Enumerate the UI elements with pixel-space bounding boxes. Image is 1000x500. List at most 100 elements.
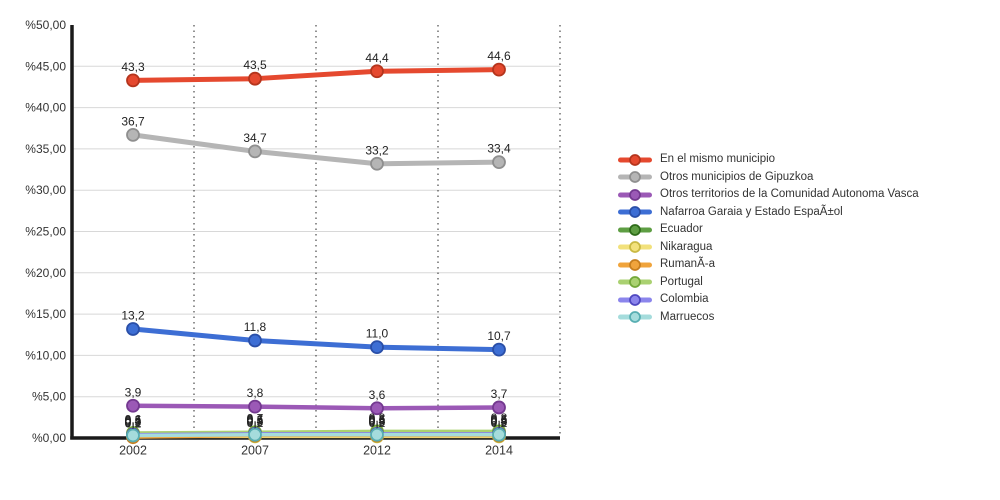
legend-swatch-icon (618, 153, 652, 166)
data-label-ecuador: 0,6 (491, 413, 508, 427)
series-marker-en-el-mismo-municipio (370, 64, 384, 79)
legend-label: Ecuador (660, 223, 703, 235)
data-label-ruman-a: 0,3 (491, 415, 508, 429)
legend-label: En el mismo municipio (660, 153, 776, 165)
data-label-otros-municipios-de-gipuzkoa: 36,7 (121, 114, 145, 128)
data-label-nikaragua: 0,2 (491, 416, 508, 430)
data-label-otros-territorios-de-la-comunidad-autonoma-vasca: 3,7 (491, 387, 508, 401)
y-tick-label: %45,00 (25, 59, 66, 73)
legend-label: RumanÃ-a (660, 258, 715, 270)
series-line-en-el-mismo-municipio (130, 67, 502, 83)
series-marker-en-el-mismo-municipio (126, 73, 140, 88)
y-tick-label: %15,00 (25, 307, 66, 321)
series-marker-marruecos (370, 427, 384, 442)
series-marker-otros-territorios-de-la-comunidad-autonoma-vasca (492, 400, 506, 415)
data-label-ecuador: 0,5 (125, 413, 142, 427)
data-label-portugal: 0,8 (369, 411, 386, 425)
series-marker-otros-municipios-de-gipuzkoa (126, 127, 140, 142)
legend-item-en-el-mismo-municipio: En el mismo municipio (618, 151, 919, 169)
data-label-nafarroa-garaia-y-estado-espa-ol: 13,2 (121, 308, 145, 322)
series-marker-marruecos (248, 427, 262, 442)
data-label-marruecos: 0,4 (491, 414, 508, 428)
data-label-colombia: 0,5 (369, 413, 386, 427)
legend-label: Nikaragua (660, 240, 713, 253)
legend-item-nafarroa-garaia-y-estado-espa-ol: Nafarroa Garaia y Estado EspaÃ±ol (618, 204, 919, 222)
legend-label: Portugal (660, 275, 703, 288)
series-line-otros-territorios-de-la-comunidad-autonoma-vasca (130, 403, 502, 411)
data-label-en-el-mismo-municipio: 44,4 (365, 51, 389, 65)
legend-swatch-icon (618, 311, 652, 324)
legend-swatch-icon (618, 276, 652, 289)
data-label-ecuador: 0,6 (369, 413, 386, 427)
series-marker-otros-territorios-de-la-comunidad-autonoma-vasca (370, 401, 384, 416)
data-label-nafarroa-garaia-y-estado-espa-ol: 11,8 (244, 320, 267, 334)
x-tick-label: 2007 (241, 444, 269, 458)
legend-swatch-icon (618, 293, 652, 306)
data-label-marruecos: 0,4 (369, 414, 386, 428)
y-tick-label: %35,00 (25, 142, 66, 156)
legend-swatch-icon (618, 206, 652, 219)
data-label-marruecos: 0,4 (247, 414, 264, 428)
series-marker-en-el-mismo-municipio (248, 71, 262, 86)
x-tick-label: 2012 (363, 444, 391, 458)
y-tick-label: %10,00 (25, 348, 66, 362)
data-label-ruman-a: 0,3 (247, 415, 264, 429)
series-marker-en-el-mismo-municipio (492, 62, 506, 77)
y-tick-label: %5,00 (32, 390, 66, 404)
legend-label: Otros territorios de la Comunidad Autono… (660, 188, 919, 200)
series-marker-otros-municipios-de-gipuzkoa (370, 156, 384, 171)
legend-swatch-icon (618, 188, 652, 201)
series-line-marruecos (131, 432, 501, 438)
legend-label: Nafarroa Garaia y Estado EspaÃ±ol (660, 205, 843, 218)
series-line-otros-municipios-de-gipuzkoa (130, 132, 502, 167)
y-tick-label: %25,00 (25, 225, 66, 239)
data-label-nikaragua: 0,2 (369, 416, 386, 430)
y-tick-label: %50,00 (25, 18, 66, 32)
legend-item-nikaragua: Nikaragua (618, 239, 919, 257)
data-label-portugal: 0,6 (125, 413, 142, 427)
data-label-portugal: 0,8 (491, 411, 508, 425)
legend-label: Colombia (660, 293, 709, 305)
legend-item-otros-territorios-de-la-comunidad-autonoma-vasca: Otros territorios de la Comunidad Autono… (618, 186, 919, 204)
series-marker-nafarroa-garaia-y-estado-espa-ol (126, 322, 140, 336)
data-label-colombia: 0,4 (125, 414, 142, 428)
data-label-colombia: 0,5 (247, 413, 264, 427)
legend-label: Otros municipios de Gipuzkoa (660, 170, 814, 183)
y-tick-label: %20,00 (25, 266, 66, 280)
data-label-nikaragua: 0,2 (247, 416, 264, 430)
data-label-otros-municipios-de-gipuzkoa: 33,4 (487, 142, 511, 156)
data-label-en-el-mismo-municipio: 44,6 (487, 49, 511, 63)
data-label-otros-municipios-de-gipuzkoa: 34,7 (243, 131, 267, 145)
line-chart: %0,00 %5,00 %10,00 %15,00 %20,00 %25,00 %30,00… (25, 18, 561, 458)
data-label-en-el-mismo-municipio: 43,5 (243, 58, 267, 72)
data-label-otros-municipios-de-gipuzkoa: 33,2 (365, 143, 389, 157)
data-label-nikaragua: 0,2 (125, 416, 142, 430)
series-marker-marruecos (126, 428, 140, 443)
series-marker-nafarroa-garaia-y-estado-espa-ol (248, 333, 262, 348)
y-tick-label: %30,00 (25, 183, 66, 197)
legend-swatch-icon (618, 241, 652, 254)
data-label-otros-territorios-de-la-comunidad-autonoma-vasca: 3,8 (247, 386, 264, 400)
x-tick-label: 2014 (485, 444, 513, 458)
legend-item-portugal: Portugal (618, 274, 919, 292)
legend-swatch-icon (618, 223, 652, 236)
data-label-colombia: 0,5 (491, 413, 508, 427)
data-label-otros-territorios-de-la-comunidad-autonoma-vasca: 3,9 (125, 385, 142, 399)
legend-item-colombia: Colombia (618, 291, 919, 309)
data-label-ruman-a: 0,3 (369, 415, 386, 429)
series-marker-otros-municipios-de-gipuzkoa (492, 155, 506, 170)
series-marker-nafarroa-garaia-y-estado-espa-ol (370, 340, 384, 355)
series-marker-otros-territorios-de-la-comunidad-autonoma-vasca (248, 399, 262, 414)
series-marker-otros-municipios-de-gipuzkoa (248, 144, 262, 159)
series-marker-otros-territorios-de-la-comunidad-autonoma-vasca (126, 398, 140, 413)
x-tick-label: 2002 (119, 444, 147, 458)
data-label-nafarroa-garaia-y-estado-espa-ol: 11,0 (366, 327, 389, 341)
data-label-ruman-a: 0,1 (125, 417, 142, 431)
data-label-portugal: 0,7 (247, 412, 264, 426)
legend-swatch-icon (618, 258, 652, 271)
legend-label: Marruecos (660, 310, 715, 323)
y-tick-label: %40,00 (25, 101, 66, 115)
data-label-otros-territorios-de-la-comunidad-autonoma-vasca: 3,6 (369, 388, 386, 402)
data-label-nafarroa-garaia-y-estado-espa-ol: 10,7 (487, 329, 511, 343)
